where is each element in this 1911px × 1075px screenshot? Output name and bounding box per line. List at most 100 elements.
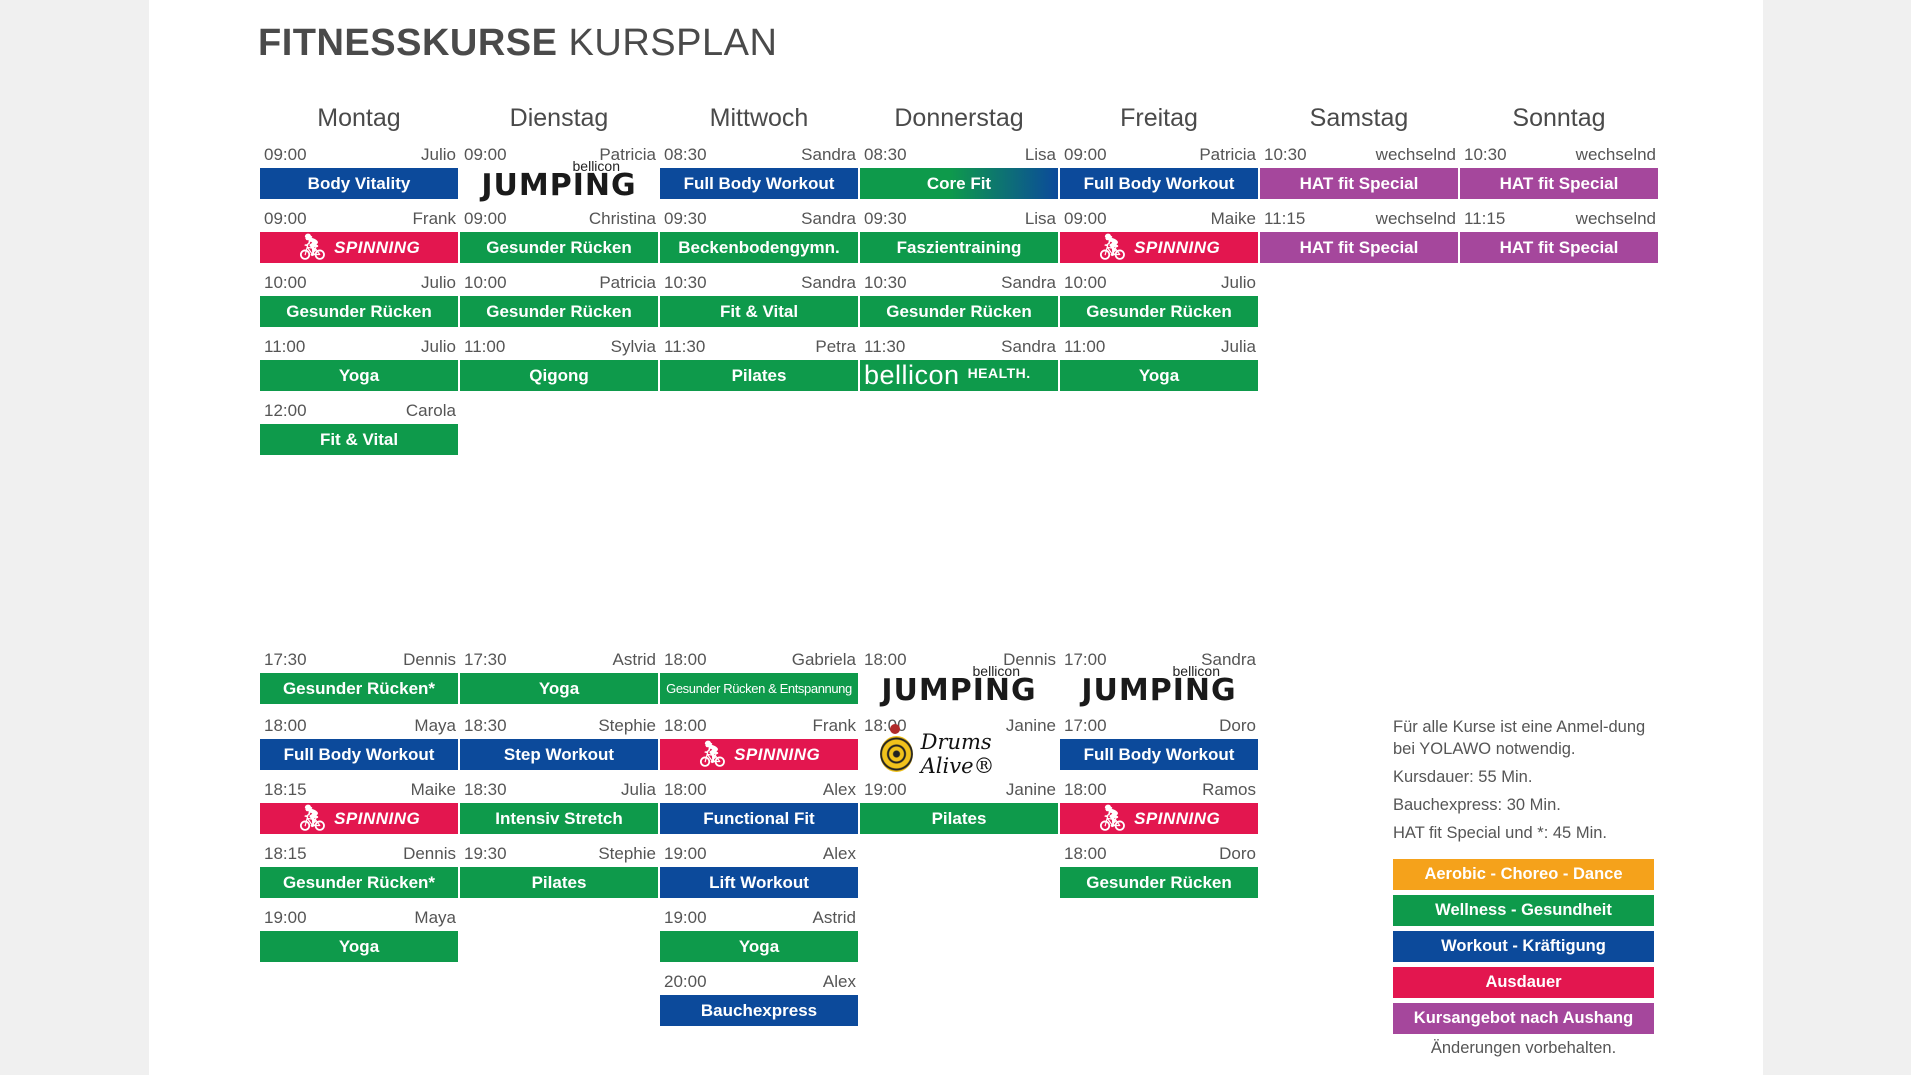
course-bar: Faszientraining <box>860 232 1058 263</box>
notes: Für alle Kurse ist eine Anmel-dung bei Y… <box>1393 716 1663 850</box>
course-slot: 10:30 wechselnd HAT fit Special <box>1460 145 1658 201</box>
slot-meta: 18:00 Maya <box>264 716 456 736</box>
course-slot: 09:30 Lisa Faszientraining <box>860 209 1058 265</box>
slot-trainer: Frank <box>812 716 856 735</box>
bellicon-jumping-logo: bellicon JUMPING <box>1060 664 1258 706</box>
slot-meta: 08:30 Lisa <box>864 145 1056 165</box>
course-slot: 10:00 Patricia Gesunder Rücken <box>460 273 658 329</box>
course-slot: 18:30 Julia Intensiv Stretch <box>460 780 658 836</box>
slot-meta: 09:00 Patricia <box>1064 145 1256 165</box>
bellicon-jumping-logo: bellicon JUMPING <box>460 159 658 201</box>
slot-time: 09:30 <box>864 209 907 228</box>
course-bar: Gesunder Rücken* <box>260 673 458 704</box>
legend-wellness: Wellness - Gesundheit <box>1393 895 1654 926</box>
slot-time: 11:00 <box>1064 337 1106 356</box>
course-slot: 17:30 Dennis Gesunder Rücken* <box>260 650 458 706</box>
slot-time: 12:00 <box>264 401 307 420</box>
slot-meta: 09:00 Frank <box>264 209 456 229</box>
slot-trainer: Dennis <box>1003 650 1056 669</box>
slot-meta: 20:00 Alex <box>664 972 856 992</box>
course-bar: Pilates <box>460 867 658 898</box>
course-slot: 17:30 Astrid Yoga <box>460 650 658 706</box>
bellicon-jumping-logo: bellicon JUMPING <box>860 664 1058 706</box>
drums-alive-logo: Drums Alive® <box>880 724 1058 778</box>
slot-meta: 11:15 wechselnd <box>1464 209 1656 229</box>
slot-trainer: Ramos <box>1202 780 1256 799</box>
slot-meta: 18:15 Maike <box>264 780 456 800</box>
slot-trainer: Gabriela <box>791 650 856 669</box>
course-slot: 19:30 Stephie Pilates <box>460 844 658 900</box>
slot-time: 09:00 <box>1064 209 1107 228</box>
course-slot: 11:00 Sylvia Qigong <box>460 337 658 393</box>
course-slot: 18:00 Janine Drums Alive® <box>860 716 1058 778</box>
course-bar: Full Body Workout <box>260 739 458 770</box>
page-title: FITNESSKURSE KURSPLAN <box>258 22 777 65</box>
course-slot: 11:30 Sandra bellicon HEALTH. <box>860 337 1058 393</box>
course-slot: 10:30 Sandra Gesunder Rücken <box>860 273 1058 329</box>
slot-time: 11:00 <box>464 337 506 356</box>
slot-trainer: Sandra <box>1001 337 1056 356</box>
slot-trainer: Sylvia <box>610 337 656 356</box>
course-bar: Lift Workout <box>660 867 858 898</box>
slot-time: 08:30 <box>664 145 707 164</box>
slot-time: 09:00 <box>464 145 507 164</box>
slot-trainer: Alex <box>822 844 856 863</box>
slot-trainer: Patricia <box>599 273 656 292</box>
slot-meta: 18:30 Julia <box>464 780 656 800</box>
slot-meta: 18:00 Frank <box>664 716 856 736</box>
course-bar: 🚴 SPINNING <box>260 803 458 834</box>
slot-time: 19:00 <box>264 908 307 927</box>
spinning-logo-text: SPINNING <box>334 808 421 828</box>
course-slot: 19:00 Janine Pilates <box>860 780 1058 836</box>
course-bar: 🚴 SPINNING <box>260 232 458 263</box>
cyclist-icon: 🚴 <box>297 805 329 832</box>
course-slot: 18:00 Frank 🚴 SPINNING <box>660 716 858 772</box>
slot-time: 18:00 <box>864 650 907 669</box>
bellicon-text: bellicon <box>864 360 960 390</box>
logo-big-text: JUMPING <box>481 168 637 203</box>
title-bold: FITNESSKURSE <box>258 22 558 64</box>
day-header-donnerstag: Donnerstag <box>894 104 1024 132</box>
slot-meta: 19:00 Alex <box>664 844 856 864</box>
slot-time: 09:00 <box>264 145 307 164</box>
slot-meta: 19:30 Stephie <box>464 844 656 864</box>
course-slot: 12:00 Carola Fit & Vital <box>260 401 458 457</box>
course-bar: Fit & Vital <box>660 296 858 327</box>
slot-trainer: Maya <box>414 908 456 927</box>
slot-time: 18:30 <box>464 716 507 735</box>
slot-trainer: Doro <box>1219 844 1256 863</box>
slot-meta: 18:00 Gabriela <box>664 650 856 670</box>
note-registration: Für alle Kurse ist eine Anmel-dung bei Y… <box>1393 718 1646 758</box>
slot-time: 17:30 <box>264 650 307 669</box>
slot-time: 18:30 <box>464 780 507 799</box>
cyclist-icon: 🚴 <box>297 234 329 261</box>
slot-time: 08:30 <box>864 145 907 164</box>
slot-time: 10:30 <box>1264 145 1307 164</box>
slot-time: 11:30 <box>664 337 706 356</box>
course-slot: 09:00 Patricia Full Body Workout <box>1060 145 1258 201</box>
course-slot: 18:15 Dennis Gesunder Rücken* <box>260 844 458 900</box>
slot-trainer: Doro <box>1219 716 1256 735</box>
course-bar: Qigong <box>460 360 658 391</box>
logo-big-text: JUMPING <box>1081 673 1237 708</box>
slot-trainer: Dennis <box>403 650 456 669</box>
course-bar: Pilates <box>660 360 858 391</box>
slot-meta: 09:30 Sandra <box>664 209 856 229</box>
course-slot: 11:15 wechselnd HAT fit Special <box>1460 209 1658 265</box>
slot-time: 10:30 <box>664 273 707 292</box>
slot-meta: 10:30 Sandra <box>664 273 856 293</box>
course-bar: HAT fit Special <box>1460 168 1658 199</box>
day-header-sonntag: Sonntag <box>1512 104 1606 132</box>
slot-trainer: Janine <box>1005 716 1056 735</box>
course-bar: Yoga <box>660 931 858 962</box>
slot-time: 10:00 <box>1064 273 1107 292</box>
logo-small-text: bellicon <box>972 663 1020 679</box>
slot-trainer: Maya <box>414 716 456 735</box>
drumstick-dot-icon <box>890 724 900 734</box>
course-bar: Fit & Vital <box>260 424 458 455</box>
slot-trainer: Lisa <box>1024 145 1056 164</box>
slot-meta: 11:30 Petra <box>664 337 856 357</box>
day-header-mittwoch: Mittwoch <box>709 104 809 132</box>
slot-meta: 10:30 wechselnd <box>1464 145 1656 165</box>
slot-trainer: Sandra <box>801 145 856 164</box>
